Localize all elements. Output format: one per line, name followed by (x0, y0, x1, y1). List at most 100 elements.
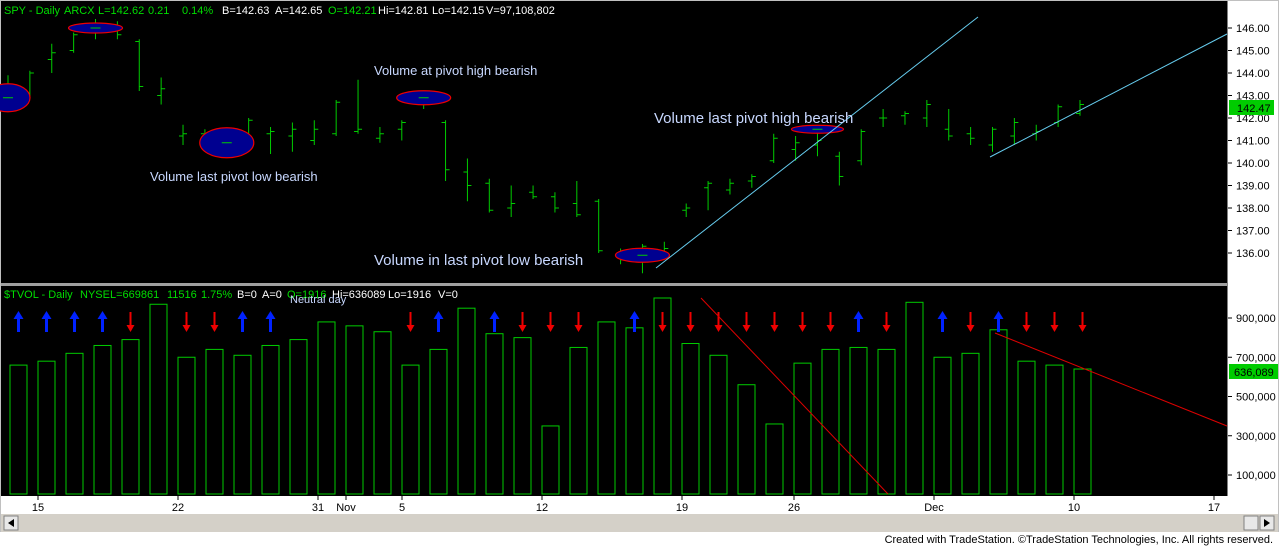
volume-badge-text: 636,089 (1234, 367, 1274, 379)
date-tick-label: 26 (788, 502, 800, 514)
price-tick-label: 142.00 (1236, 113, 1270, 125)
date-tick-label: Dec (924, 502, 944, 514)
price-bar (747, 174, 756, 188)
neutral-day-note: Neutral day (290, 294, 347, 306)
price-bar (682, 203, 691, 217)
volume-bar (261, 344, 280, 495)
pivot-ellipse[interactable] (0, 83, 31, 113)
pane-divider[interactable] (1, 283, 1227, 286)
volume-bar (933, 356, 952, 495)
price-tick-label: 140.00 (1236, 158, 1270, 170)
price-bar (944, 109, 953, 141)
volume-bar (93, 344, 112, 495)
arrow-up-icon (41, 311, 52, 332)
volume-bar (233, 354, 252, 495)
volume-last: L=669861 (110, 289, 159, 301)
volume-trendline-1[interactable] (700, 297, 889, 495)
volume-bar (793, 362, 812, 495)
arrow-up-icon (97, 311, 108, 332)
volume-bar (597, 321, 616, 495)
price-bar (922, 100, 931, 127)
volume-bar (877, 348, 896, 495)
volume-bar (737, 384, 756, 495)
arrow-down-icon (714, 312, 723, 332)
price-bar (332, 100, 341, 136)
arrow-down-icon (182, 312, 191, 332)
price-bar (879, 109, 888, 127)
volume-header: $TVOL - Daily NYSE L=669861 11516 1.75% … (4, 289, 458, 306)
scroll-thumb[interactable] (1243, 515, 1259, 531)
price-change: 0.21 (148, 5, 169, 17)
price-change-pct: 0.14% (182, 5, 213, 17)
annotation-pivot-high-1: Volume at pivot high bearish (374, 63, 537, 78)
date-tick-label: 31 (312, 502, 324, 514)
price-bar (704, 181, 713, 211)
volume-tick-label: 700,000 (1236, 352, 1276, 364)
volume-bars (9, 297, 1092, 495)
price-bar (485, 178, 494, 213)
date-tick-label: 15 (32, 502, 44, 514)
volume-bar (1045, 364, 1064, 495)
volume-bar (653, 297, 672, 495)
price-axis: 136.00 137.00 138.00 139.00 140.00 141.00 142.… (1228, 23, 1270, 260)
volume-bid: B=0 (237, 289, 257, 301)
price-high: Hi=142.81 (378, 5, 428, 17)
arrow-down-icon (1078, 312, 1087, 332)
price-trendline-1[interactable] (655, 16, 979, 269)
volume-change-pct: 1.75% (201, 289, 232, 301)
arrow-down-icon (406, 312, 415, 332)
annotation-pivot-low-1: Volume last pivot low bearish (150, 169, 318, 184)
volume-tick-label: 500,000 (1236, 392, 1276, 404)
arrow-down-icon (966, 312, 975, 332)
price-ask: A=142.65 (275, 5, 322, 17)
date-tick-label: 22 (172, 502, 184, 514)
arrow-up-icon (937, 311, 948, 332)
volume-bar (65, 352, 84, 495)
price-bar (310, 120, 319, 145)
volume-change: 11516 (167, 289, 197, 301)
date-ticks: 15 22 31 Nov 5 12 19 26 Dec 10 17 (32, 496, 1220, 514)
volume-ask: A=0 (262, 289, 282, 301)
volume-badge: 636,089 (1229, 364, 1278, 379)
arrow-up-icon (69, 311, 80, 332)
volume-trendline-2[interactable] (994, 332, 1228, 427)
volume-bar (149, 303, 168, 495)
volume-high: Hi=636089 (332, 289, 386, 301)
price-open: O=142.21 (328, 5, 377, 17)
date-tick-label: Nov (336, 502, 356, 514)
volume-bar (905, 301, 924, 495)
chevron-left-icon (8, 519, 14, 527)
price-low: Lo=142.15 (432, 5, 484, 17)
price-header: SPY - Daily ARCX L=142.62 0.21 0.14% B=1… (4, 5, 555, 17)
arrow-down-icon (210, 312, 219, 332)
price-badge: 142.47 (1229, 100, 1274, 115)
price-tick-label: 137.00 (1236, 226, 1270, 238)
volume-low: Lo=1916 (388, 289, 431, 301)
price-tick-label: 138.00 (1236, 203, 1270, 215)
annotation-pivot-low-2: Volume in last pivot low bearish (374, 252, 583, 269)
volume-symbol: $TVOL (4, 289, 39, 301)
price-symbol: SPY (4, 5, 27, 17)
date-tick-label: 19 (676, 502, 688, 514)
price-bar (47, 43, 56, 73)
volume-interval: Daily (48, 289, 73, 301)
trendlines[interactable] (655, 16, 1228, 495)
volume-bar (317, 321, 336, 495)
price-tick-label: 145.00 (1236, 46, 1270, 58)
arrow-up-icon (489, 311, 500, 332)
price-bar (288, 122, 297, 152)
arrow-up-icon (853, 311, 864, 332)
price-trendline-2[interactable] (989, 33, 1228, 158)
price-bar (441, 120, 450, 181)
date-axis (1, 496, 1278, 514)
volume-bar (9, 364, 28, 495)
horizontal-scrollbar[interactable] (1, 514, 1278, 532)
volume-bar (541, 425, 560, 495)
price-exchange: ARCX (64, 5, 95, 17)
volume-tick-label: 300,000 (1236, 431, 1276, 443)
price-bid: B=142.63 (222, 5, 269, 17)
price-pane (1, 1, 1227, 283)
volume-bar (709, 354, 728, 495)
price-bar (725, 178, 734, 195)
volume-bar (1073, 368, 1092, 495)
